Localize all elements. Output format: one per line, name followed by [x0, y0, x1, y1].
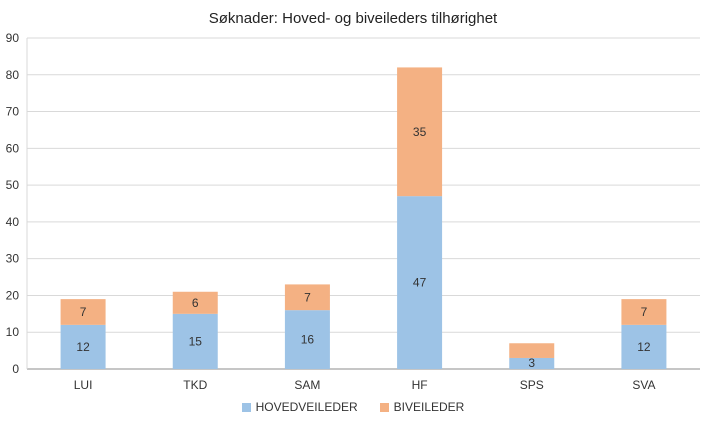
data-label-biveileder-sam: 7 [304, 290, 311, 304]
y-tick-label: 0 [12, 362, 19, 376]
y-tick-label: 30 [6, 252, 20, 266]
data-label-hovedveileder-hf: 47 [413, 276, 427, 290]
data-label-hovedveileder-sam: 16 [301, 333, 315, 347]
bar-hovedveileder-lui [60, 324, 106, 369]
chart-title: Søknader: Hoved- og biveileders tilhørig… [208, 10, 498, 27]
y-tick-label: 40 [6, 215, 20, 229]
bar-biveileder-tkd [172, 291, 218, 314]
bar-biveileder-lui [60, 299, 106, 325]
data-label-biveileder-sva: 7 [641, 305, 648, 319]
y-tick-label: 80 [6, 68, 20, 82]
legend-swatch-biveileder [379, 402, 389, 412]
x-tick-label-sps: SPS [520, 378, 544, 392]
data-label-biveileder-lui: 7 [80, 305, 87, 319]
legend-label-hovedveileder: HOVEDVEILEDER [255, 400, 358, 414]
legend-label-biveileder: BIVEILEDER [393, 400, 465, 414]
bar-hovedveileder-hf [397, 196, 443, 369]
bar-biveileder-sva [621, 299, 667, 325]
y-tick-label: 10 [6, 325, 20, 339]
bar-biveileder-sps [509, 343, 555, 358]
bar-hovedveileder-tkd [172, 313, 218, 369]
data-label-hovedveileder-tkd: 15 [189, 334, 203, 348]
data-label-hovedveileder-lui: 12 [76, 340, 90, 354]
bar-hovedveileder-sam [284, 310, 330, 369]
x-tick-label-sva: SVA [632, 378, 655, 392]
y-tick-label: 20 [6, 288, 20, 302]
y-tick-label: 50 [6, 178, 20, 192]
legend-swatch-hovedveileder [241, 402, 251, 412]
legend-item-biveileder: BIVEILEDER [379, 400, 465, 414]
bar-biveileder-hf [397, 67, 443, 197]
data-label-biveileder-hf: 35 [413, 125, 427, 139]
data-label-hovedveileder-sva: 12 [637, 340, 651, 354]
legend-item-hovedveileder: HOVEDVEILEDER [241, 400, 358, 414]
y-tick-label: 90 [6, 31, 20, 45]
bar-hovedveileder-sps [509, 357, 555, 369]
stacked-bar-chart: 0 10 20 30 40 50 60 70 80 90 12 7 LUI 15 6 TKD 16 7 SAM 47 3… [6, 31, 700, 392]
data-label-biveileder-tkd: 6 [192, 296, 199, 310]
bar-hovedveileder-sva [621, 324, 667, 369]
x-tick-label-lui: LUI [74, 378, 93, 392]
data-label-hovedveileder-sps: 3 [528, 356, 535, 370]
x-tick-label-sam: SAM [294, 378, 320, 392]
y-tick-label: 70 [6, 105, 20, 119]
x-tick-label-hf: HF [412, 378, 428, 392]
chart-legend: HOVEDVEILEDER BIVEILEDER [0, 400, 706, 414]
bar-biveileder-sam [284, 284, 330, 311]
x-tick-label-tkd: TKD [183, 378, 207, 392]
y-tick-label: 60 [6, 141, 20, 155]
